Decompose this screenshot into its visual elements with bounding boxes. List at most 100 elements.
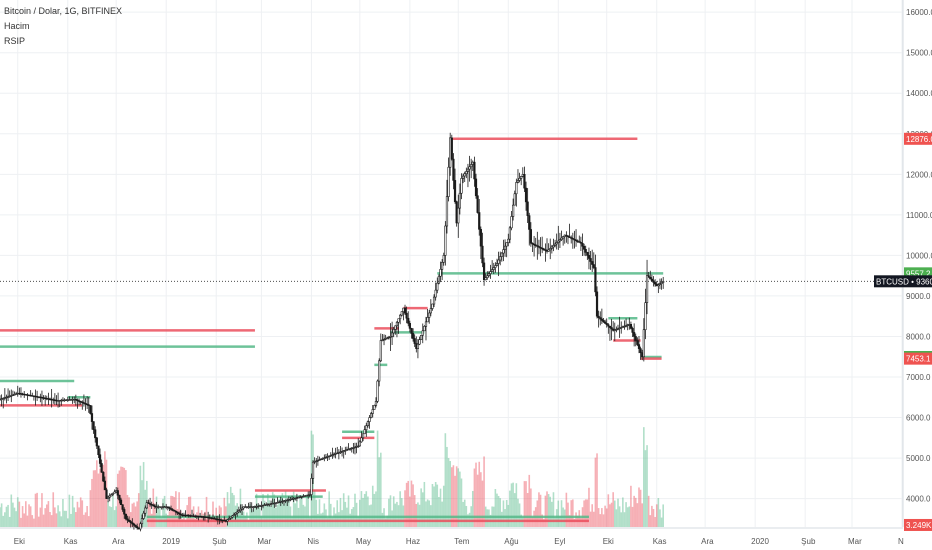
volume-bar xyxy=(426,499,429,527)
volume-bar xyxy=(175,491,177,527)
volume-bar xyxy=(36,492,38,527)
volume-bar xyxy=(457,468,460,527)
volume-bar xyxy=(152,488,155,527)
volume-bar xyxy=(586,499,589,527)
volume-bar xyxy=(441,501,443,527)
volume-bar xyxy=(278,499,280,527)
volume-bar xyxy=(255,493,258,527)
candle-body xyxy=(579,242,582,244)
volume-bar xyxy=(641,503,644,527)
symbol-title[interactable]: Bitcoin / Dolar, 1G, BITFINEX xyxy=(4,6,123,16)
volume-bar xyxy=(13,507,16,527)
candle-body xyxy=(478,212,481,230)
volume-bar xyxy=(512,482,514,527)
volume-bar xyxy=(423,481,426,527)
volume-bar xyxy=(8,516,11,527)
volume-bar xyxy=(110,507,113,527)
volume-bar xyxy=(371,485,374,527)
candle-body xyxy=(634,336,637,341)
candle-body xyxy=(308,494,311,496)
volume-bar xyxy=(409,496,411,527)
candle-body xyxy=(119,499,123,506)
volume-bar xyxy=(363,493,366,527)
rsi-indicator-label[interactable]: RSIP xyxy=(4,36,26,46)
candle-body xyxy=(391,332,394,337)
volume-bar xyxy=(25,501,27,527)
candle-body xyxy=(547,249,550,252)
x-tick-label: 2019 xyxy=(162,537,180,546)
candle-body xyxy=(516,180,520,183)
volume-bar xyxy=(460,478,463,527)
candle-body xyxy=(176,511,179,514)
volume-bar xyxy=(58,511,61,527)
x-tick-label: Kas xyxy=(653,537,667,546)
volume-bar xyxy=(129,512,132,527)
volume-bar xyxy=(563,509,566,527)
volume-bar xyxy=(378,457,380,527)
candle-body xyxy=(234,512,237,515)
candle-body xyxy=(513,193,516,206)
candle-body xyxy=(144,507,147,514)
volume-bar xyxy=(449,461,451,527)
volume-bar xyxy=(533,510,535,527)
y-tick-label: 9000.0 xyxy=(906,292,931,301)
candle-body xyxy=(416,343,420,349)
volume-bar xyxy=(123,467,126,527)
volume-bar xyxy=(299,497,301,527)
volume-bar xyxy=(659,509,661,527)
candle-body xyxy=(379,340,382,362)
volume-bar xyxy=(238,511,240,527)
volume-bar xyxy=(21,506,24,527)
candle-body xyxy=(555,242,558,245)
volume-bar xyxy=(518,503,521,527)
candle-body xyxy=(505,242,508,247)
candle-body xyxy=(534,244,537,246)
volume-bar xyxy=(315,499,318,527)
volume-bar xyxy=(446,446,448,527)
volume-bar xyxy=(488,509,490,527)
candle-body xyxy=(394,325,397,330)
candle-body xyxy=(552,245,555,248)
volume-bar xyxy=(305,494,308,527)
candle-body xyxy=(237,510,240,513)
volume-bar xyxy=(347,495,350,527)
volume-bar xyxy=(421,492,424,527)
candle-body xyxy=(578,241,581,243)
volume-bar xyxy=(525,481,527,527)
volume-bar xyxy=(133,502,135,527)
volume-bar xyxy=(438,496,440,527)
volume-bar xyxy=(120,466,122,527)
candle-body xyxy=(497,259,500,264)
candle-body xyxy=(357,445,360,448)
candle-body xyxy=(229,516,232,519)
volume-bar xyxy=(636,503,639,527)
volume-indicator-label[interactable]: Hacim xyxy=(4,21,30,31)
volume-bar xyxy=(249,504,251,527)
volume-bar xyxy=(442,485,445,527)
volume-bar xyxy=(87,516,90,527)
candle-body xyxy=(645,275,649,303)
x-tick-label: May xyxy=(356,537,371,546)
candle-body xyxy=(132,523,136,526)
volume-bar xyxy=(292,491,295,527)
candle-body xyxy=(90,413,94,422)
candle-body xyxy=(573,238,576,241)
volume-bar xyxy=(178,492,180,527)
candle-body xyxy=(486,275,489,278)
candle-body xyxy=(179,513,182,516)
volume-bar xyxy=(323,503,326,527)
candle-body xyxy=(600,318,603,321)
volume-bar xyxy=(134,506,137,527)
x-tick-label: Şub xyxy=(801,537,816,546)
volume-bar xyxy=(623,512,626,527)
volume-bar xyxy=(0,503,3,527)
candle-body xyxy=(565,234,568,237)
candle-body xyxy=(136,526,139,529)
volume-bar xyxy=(233,495,235,527)
volume-bar xyxy=(570,500,573,527)
candle-body xyxy=(571,238,574,240)
volume-bar xyxy=(404,490,406,527)
volume-bar xyxy=(639,489,642,527)
candle-body xyxy=(240,507,244,510)
